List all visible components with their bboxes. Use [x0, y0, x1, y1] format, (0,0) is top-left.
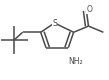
Text: S: S — [52, 18, 57, 28]
Text: NH₂: NH₂ — [68, 57, 83, 66]
Text: O: O — [87, 5, 93, 14]
